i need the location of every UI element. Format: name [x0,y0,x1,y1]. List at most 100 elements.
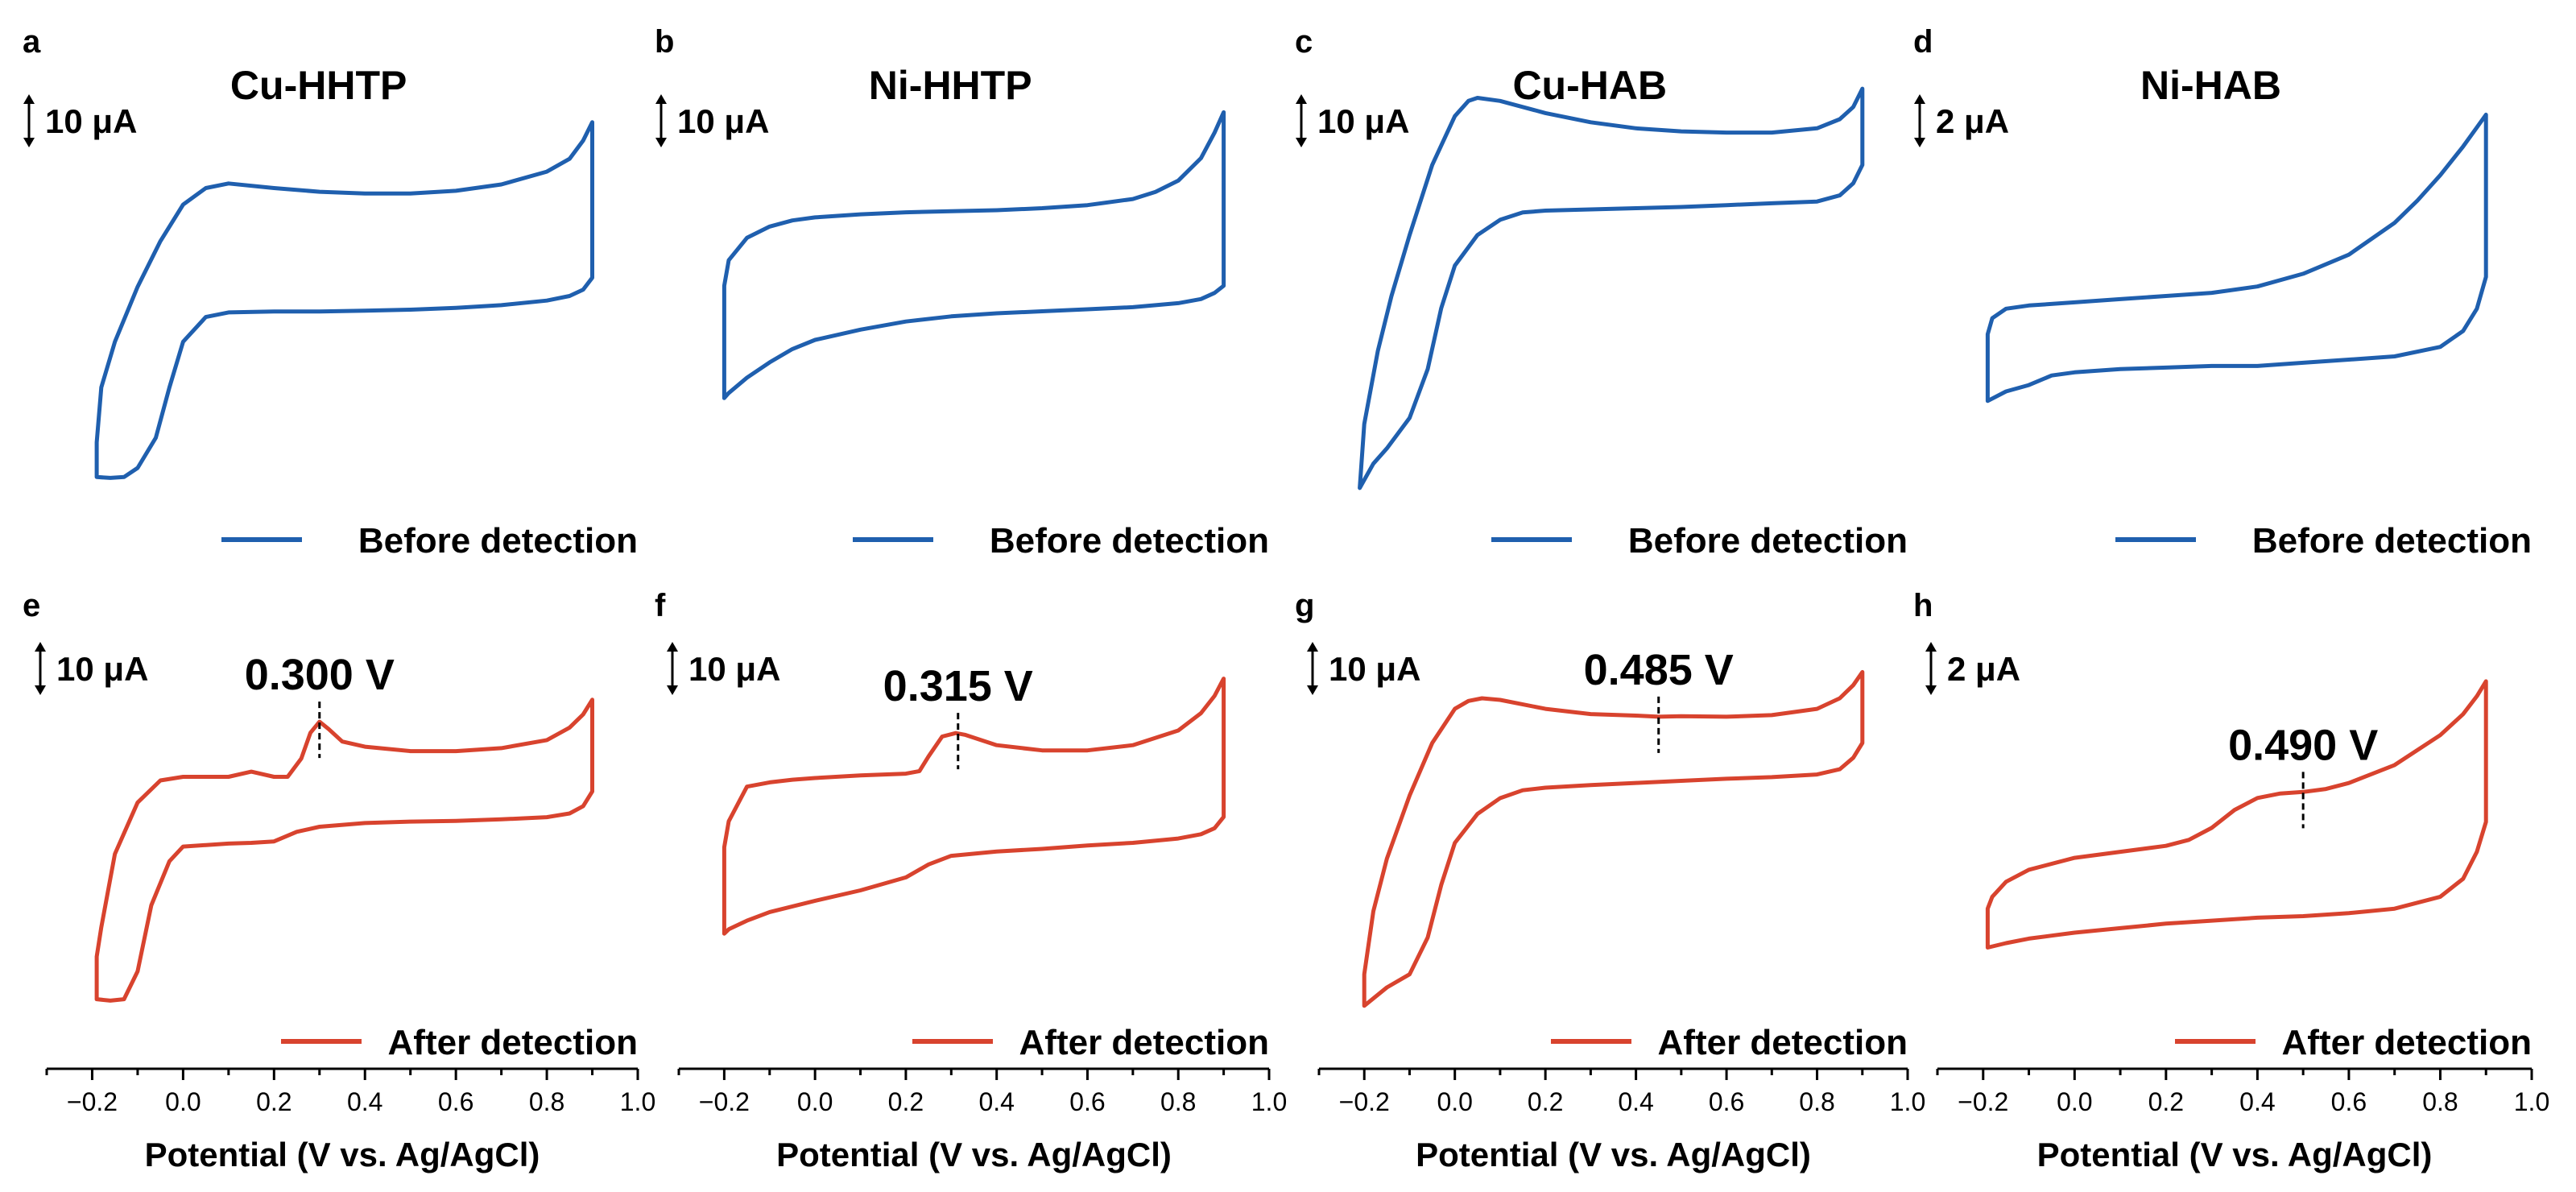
arrow-up-icon [23,94,35,104]
peak-annotation: 0.490 V [2228,721,2378,829]
peak-annotation: 0.300 V [245,651,395,759]
x-tick-label: 0.6 [2331,1087,2367,1116]
arrow-up-icon [1925,642,1937,652]
scale-bar-label: 10 μA [1329,650,1420,688]
x-tick-label: 0.8 [1799,1087,1834,1116]
x-axis-title: Potential (V vs. Ag/AgCl) [2037,1136,2433,1173]
arrow-up-icon [1914,94,1925,104]
cv-curve-after [1362,669,1865,1008]
x-tick-label: 0.0 [165,1087,201,1116]
x-tick-label: 0.6 [438,1087,473,1116]
x-tick-label: 1.0 [620,1087,655,1116]
scale-bar-label: 2 μA [1936,102,2009,140]
x-axis: −0.2 0.0 0.2 0.4 0.6 0.8 1.0 Potential (V vs. A… [1317,1067,1925,1173]
x-tick-label: 0.6 [1069,1087,1105,1116]
arrow-up-icon [667,642,678,652]
x-tick-label: −0.2 [699,1087,750,1116]
cv-curve-before [722,110,1226,400]
arrow-up-icon [655,94,667,104]
x-axis: −0.2 0.0 0.2 0.4 0.6 0.8 1.0 Potential (V vs. A… [677,1067,1287,1173]
peak-label: 0.315 V [883,662,1033,710]
arrow-down-icon [667,685,678,695]
legend-label: Before detection [1628,521,1908,561]
x-tick-label: 1.0 [2514,1087,2549,1116]
scale-bar-label: 10 μA [1317,102,1409,140]
x-axis-title: Potential (V vs. Ag/AgCl) [776,1136,1172,1173]
cv-curve-after [722,677,1226,936]
cv-curve-after [94,697,594,1003]
panel-letter: c [1295,24,1313,60]
panel-letter: b [655,24,674,60]
x-tick-label: 0.4 [347,1087,382,1116]
x-tick-label: 0.2 [2148,1087,2184,1116]
scale-bar: 10 μA [35,642,148,695]
panel-letter: e [23,588,40,623]
x-tick-label: −0.2 [1339,1087,1390,1116]
legend-label: Before detection [990,521,1269,561]
cv-curve-before [1358,86,1865,490]
panel-title: Ni-HHTP [869,63,1032,108]
legend: Before detection [1491,521,1908,561]
scale-bar-label: 10 μA [45,102,137,140]
panel-f: f 10 μA 0.315 V After detection −0.2 0.0 0.2 0.… [655,588,1287,1173]
x-tick-label: 0.0 [1437,1087,1472,1116]
x-tick-label: 0.4 [2239,1087,2275,1116]
legend: After detection [281,1023,638,1062]
cv-curve-after [1985,679,2488,950]
legend: Before detection [221,521,638,561]
scale-bar-label: 10 μA [677,102,769,140]
panel-b: b Ni-HHTP 10 μA Before detection [655,24,1269,561]
x-tick-label: 0.2 [256,1087,292,1116]
legend-label: Before detection [358,521,638,561]
panel-h: h 2 μA 0.490 V After detection −0.2 0.0 0.2 0.4… [1913,588,2549,1173]
x-axis: −0.2 0.0 0.2 0.4 0.6 0.8 1.0 Potential (V vs. A… [45,1067,655,1173]
peak-label: 0.490 V [2228,721,2378,769]
legend-label: After detection [2282,1023,2532,1062]
x-tick-label: 0.8 [529,1087,564,1116]
arrow-up-icon [35,642,46,652]
arrow-down-icon [1296,138,1307,147]
panel-e: e 10 μA 0.300 V After detection −0.2 0.0 0.2 0.… [23,588,655,1173]
arrow-down-icon [655,138,667,147]
panel-letter: h [1913,588,1933,623]
scale-bar: 10 μA [23,94,137,147]
x-tick-label: 0.8 [1160,1087,1196,1116]
x-tick-label: 0.4 [978,1087,1014,1116]
legend: Before detection [853,521,1269,561]
arrow-up-icon [1307,642,1318,652]
scale-bar: 10 μA [1296,94,1409,147]
panel-letter: g [1295,588,1314,623]
legend-label: After detection [388,1023,638,1062]
legend-label: After detection [1658,1023,1908,1062]
scale-bar: 2 μA [1925,642,2020,695]
panel-c: c Cu-HAB 10 μA Before detection [1295,24,1908,561]
x-tick-label: 1.0 [1890,1087,1925,1116]
scale-bar: 10 μA [667,642,780,695]
peak-label: 0.300 V [245,651,395,699]
x-tick-label: 0.0 [797,1087,833,1116]
scale-bar: 10 μA [655,94,769,147]
x-axis: −0.2 0.0 0.2 0.4 0.6 0.8 1.0 Potential (V vs. A… [1936,1067,2549,1173]
arrow-up-icon [1296,94,1307,104]
cv-curve-before [94,120,594,480]
x-axis-title: Potential (V vs. Ag/AgCl) [145,1136,540,1173]
arrow-down-icon [1914,138,1925,147]
panel-title: Cu-HAB [1512,63,1667,108]
scale-bar-label: 10 μA [688,650,780,688]
scale-bar: 10 μA [1307,642,1420,695]
legend: After detection [1551,1023,1908,1062]
x-tick-label: 0.2 [888,1087,924,1116]
legend-label: Before detection [2252,521,2532,561]
legend: After detection [912,1023,1269,1062]
x-tick-label: 0.0 [2057,1087,2092,1116]
panel-letter: a [23,24,41,60]
x-tick-label: 1.0 [1251,1087,1287,1116]
x-tick-label: 0.6 [1709,1087,1744,1116]
peak-annotation: 0.485 V [1584,646,1734,753]
arrow-down-icon [35,685,46,695]
panel-d: d Ni-HAB 2 μA Before detection [1913,24,2532,561]
arrow-down-icon [23,138,35,147]
scale-bar: 2 μA [1914,94,2009,147]
panel-title: Ni-HAB [2140,63,2281,108]
